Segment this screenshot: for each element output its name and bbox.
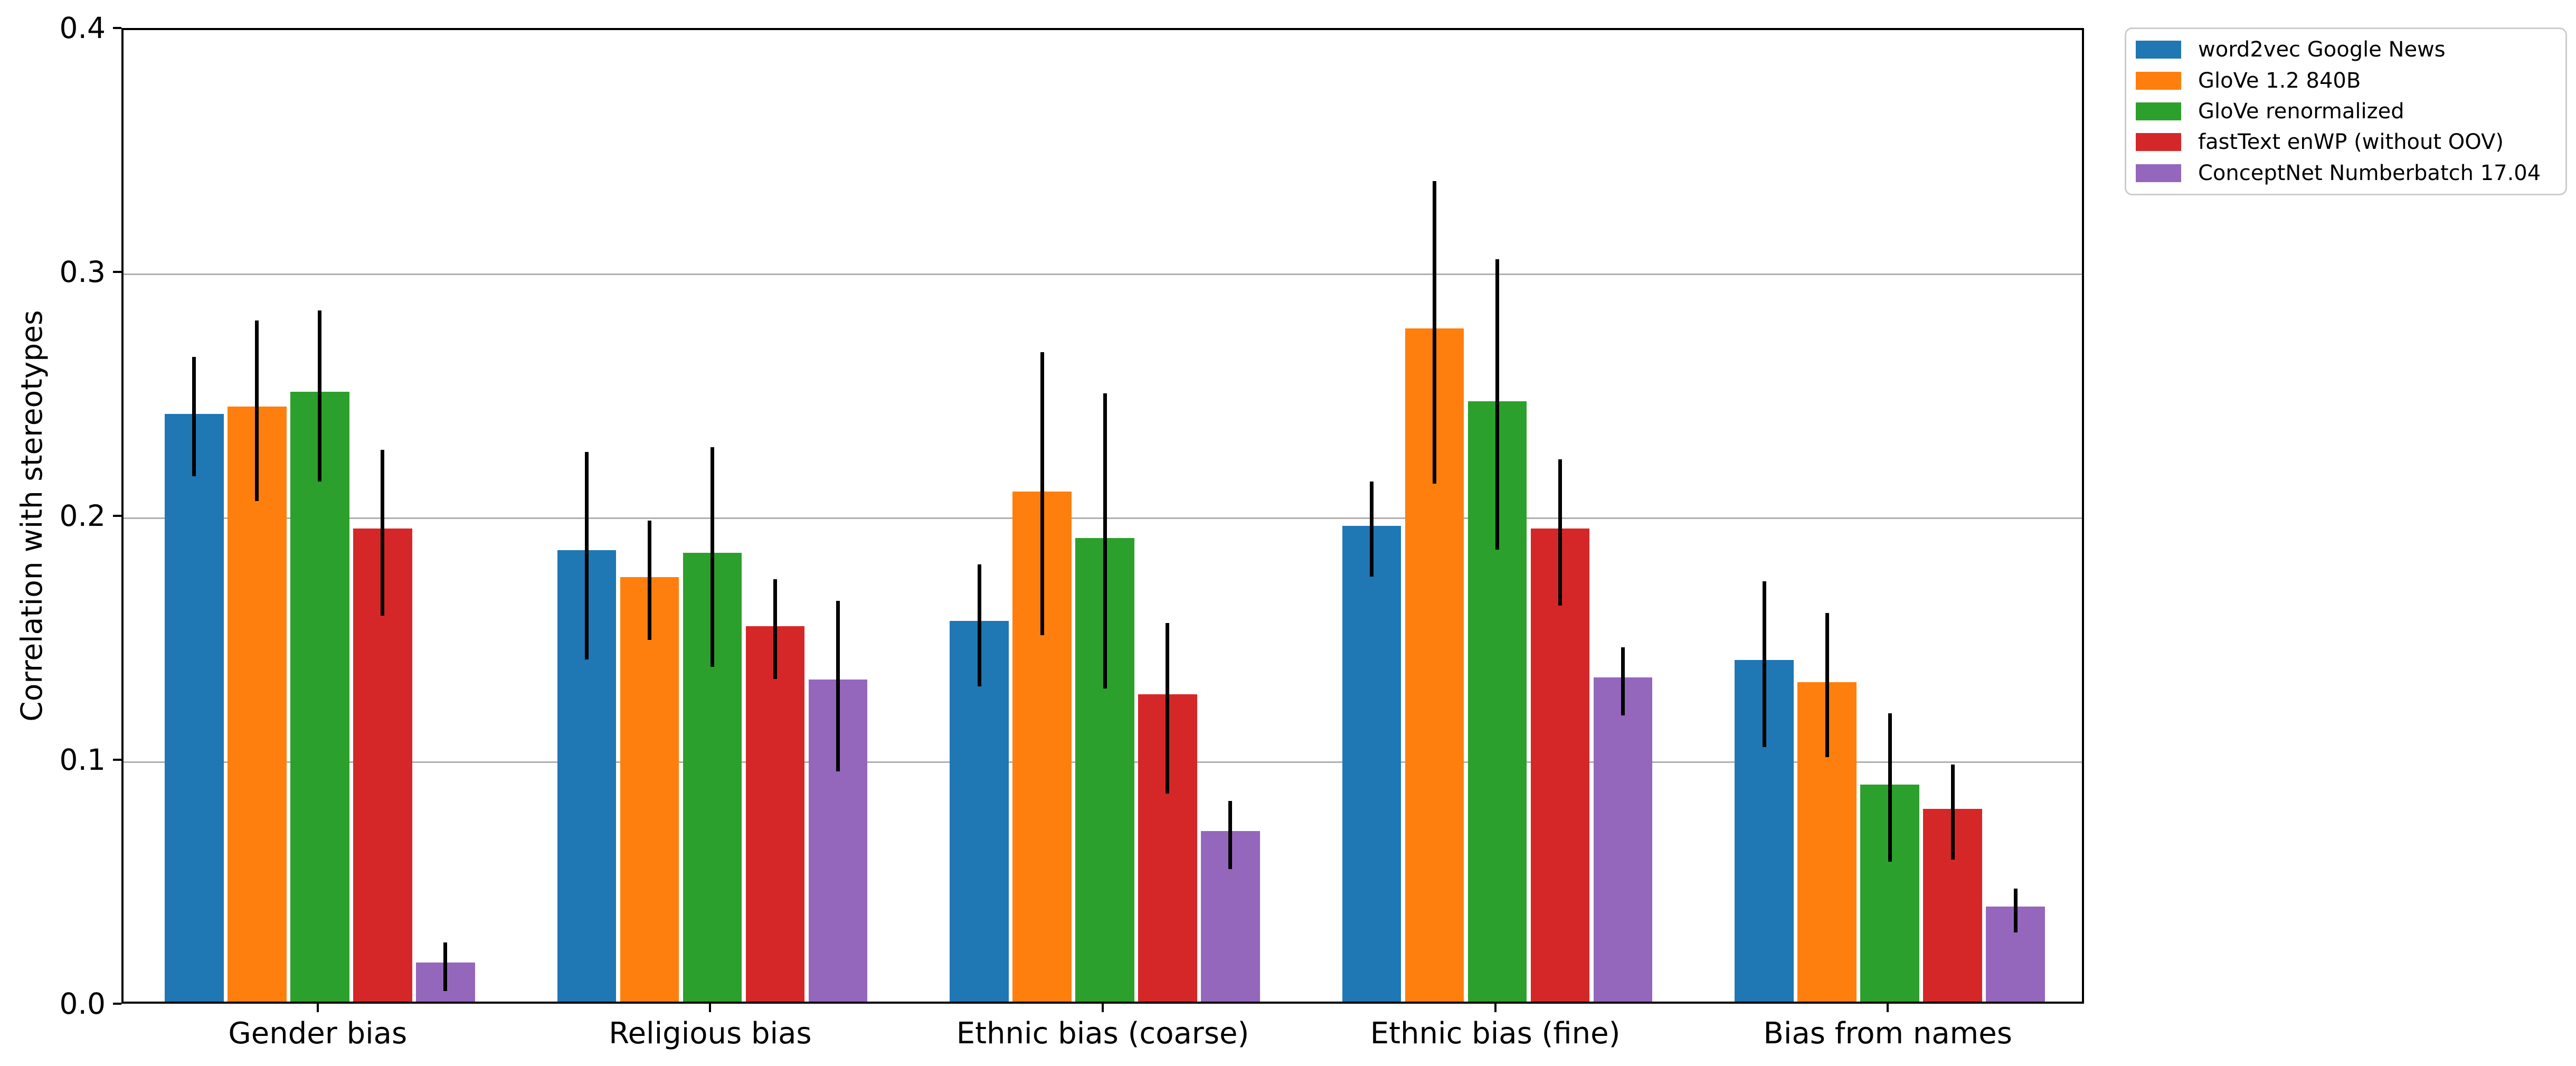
error-bar — [2013, 889, 2018, 933]
error-bar — [381, 449, 385, 616]
bar — [1593, 677, 1653, 1002]
legend-item: GloVe 1.2 840B — [2136, 69, 2565, 93]
x-tick-label: Gender bias — [228, 1016, 408, 1051]
legend-item: GloVe renormalized — [2136, 99, 2565, 124]
legend-item: fastText enWP (without OOV) — [2136, 130, 2565, 154]
bar — [290, 392, 349, 1002]
legend-swatch-icon — [2136, 164, 2181, 182]
y-tick-mark — [113, 1003, 121, 1005]
bar — [620, 577, 679, 1002]
error-bar — [1762, 581, 1766, 748]
legend: word2vec Google News GloVe 1.2 840B GloVe … — [2125, 27, 2567, 195]
legend-label: fastText enWP (without OOV) — [2198, 130, 2504, 155]
error-bar — [836, 601, 840, 772]
error-bar — [1825, 613, 1829, 757]
error-bar — [710, 447, 714, 667]
x-tick-label: Religious bias — [609, 1016, 812, 1051]
error-bar — [977, 564, 981, 686]
x-tick-label: Ethnic bias (coarse) — [956, 1016, 1249, 1051]
error-bar — [1228, 800, 1233, 870]
y-tick-label: 0.2 — [59, 499, 106, 533]
bar — [1342, 526, 1401, 1002]
x-tick-mark — [316, 1004, 319, 1012]
legend-swatch-icon — [2136, 133, 2181, 152]
error-bar — [1433, 181, 1437, 484]
bar — [1530, 528, 1590, 1002]
error-bar — [1166, 622, 1170, 794]
y-tick-mark — [113, 515, 121, 517]
y-tick-label: 0.3 — [59, 255, 106, 289]
x-tick-mark — [1102, 1004, 1104, 1012]
error-bar — [1621, 647, 1625, 716]
x-tick-mark — [1494, 1004, 1497, 1012]
legend-label: GloVe renormalized — [2198, 99, 2404, 124]
error-bar — [318, 310, 322, 482]
y-tick-label: 0.1 — [59, 743, 106, 777]
x-tick-label: Bias from names — [1763, 1016, 2012, 1051]
error-bar — [1558, 459, 1562, 606]
bar — [228, 406, 287, 1002]
error-bar — [1495, 259, 1500, 550]
error-bar — [773, 579, 777, 679]
error-bar — [1103, 393, 1107, 689]
plot-area — [121, 28, 2084, 1004]
x-tick-mark — [709, 1004, 712, 1012]
legend-swatch-icon — [2136, 102, 2181, 120]
x-tick-mark — [1887, 1004, 1889, 1012]
legend-swatch-icon — [2136, 71, 2181, 90]
error-bar — [1040, 352, 1044, 635]
error-bar — [255, 320, 259, 501]
legend-label: ConceptNet Numberbatch 17.04 — [2198, 161, 2541, 185]
bar — [165, 413, 224, 1002]
y-tick-mark — [113, 271, 121, 273]
legend-label: word2vec Google News — [2198, 37, 2446, 62]
y-tick-mark — [113, 27, 121, 29]
error-bar — [1888, 713, 1892, 862]
error-bar — [192, 357, 196, 477]
error-bar — [584, 452, 589, 659]
error-bar — [1370, 481, 1374, 577]
x-tick-label: Ethnic bias (fine) — [1370, 1016, 1621, 1051]
legend-item: ConceptNet Numberbatch 17.04 — [2136, 161, 2565, 185]
legend-swatch-icon — [2136, 41, 2181, 59]
y-tick-mark — [113, 759, 121, 761]
legend-item: word2vec Google News — [2136, 37, 2565, 62]
bar — [745, 626, 805, 1002]
y-tick-label: 0.0 — [59, 987, 106, 1021]
error-bar — [647, 520, 651, 640]
error-bar — [443, 942, 448, 992]
error-bar — [1950, 764, 1955, 860]
y-tick-label: 0.4 — [59, 11, 106, 45]
legend-label: GloVe 1.2 840B — [2198, 68, 2361, 93]
gridline — [124, 517, 2082, 519]
gridline — [124, 273, 2082, 275]
